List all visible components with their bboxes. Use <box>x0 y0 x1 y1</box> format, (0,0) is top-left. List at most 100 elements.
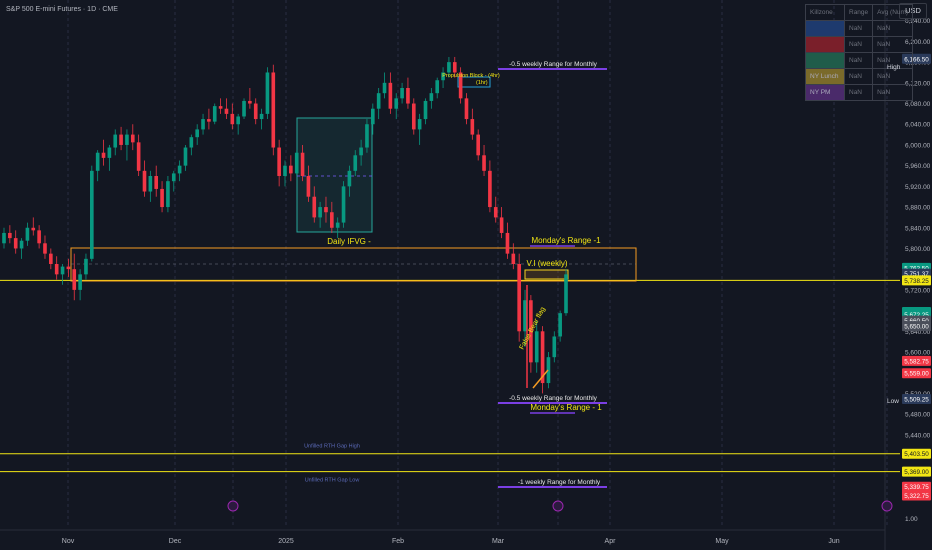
candle-body <box>493 207 498 218</box>
candle-body <box>54 264 59 275</box>
candle-body <box>470 119 475 135</box>
price-label-badge <box>902 355 931 366</box>
candle-body <box>505 232 510 254</box>
candle-body <box>207 119 211 122</box>
annotation-text: Propulsion Block - (4hr) <box>442 73 500 79</box>
price-label-badge <box>902 490 931 501</box>
candle-body <box>411 103 416 130</box>
candle-body <box>546 357 551 384</box>
candle-body <box>306 176 311 197</box>
y-tick-label: 6,120.00 <box>905 80 931 87</box>
candle-body <box>60 266 65 275</box>
candle-body <box>154 176 159 189</box>
x-tick-label: Mar <box>492 538 505 545</box>
avg-cell: NaN <box>872 84 914 101</box>
y-tick-label: 5,600.00 <box>905 350 931 357</box>
candle-body <box>540 331 545 384</box>
x-tick-label: Dec <box>169 538 182 545</box>
candle-body <box>529 300 533 363</box>
low-tag: Low <box>887 398 899 405</box>
candle-body <box>458 72 463 99</box>
price-label-text: 5,339.75 <box>904 484 929 491</box>
range-cell: NaN <box>843 84 874 101</box>
y-tick-label: 6,040.00 <box>905 122 931 129</box>
candle-body <box>441 72 445 81</box>
annotation-text: (1hr) <box>476 80 488 86</box>
x-tick-label: Apr <box>605 538 617 545</box>
candle-body <box>89 170 94 259</box>
killzone-name: NY Lunch <box>805 68 845 85</box>
y-tick-label: 5,800.00 <box>905 246 931 253</box>
price-label-text: 5,322.75 <box>904 493 929 500</box>
candle-body <box>242 100 246 117</box>
y-tick-label: 6,080.00 <box>905 101 931 108</box>
gap-high-label: Unfilled RTH Gap High <box>304 444 360 450</box>
event-icon <box>881 500 893 512</box>
price-label-badge <box>902 481 931 492</box>
price-label-text: 5,559.00 <box>904 371 929 378</box>
range-cell: NaN <box>843 52 874 69</box>
candle-body <box>406 88 410 104</box>
candle-body <box>248 100 252 104</box>
price-label-text: 5,738.25 <box>904 278 929 285</box>
candle-body <box>277 147 281 176</box>
candle-body <box>452 62 457 73</box>
killzone-table: Killzone Range Avg (Num) NaN NaN NaN NaN N… <box>805 4 914 101</box>
candle-body <box>523 300 527 332</box>
candle-body <box>66 266 71 270</box>
y-tick-label: 6,240.00 <box>905 18 931 25</box>
event-icon <box>227 500 239 512</box>
candle-body <box>101 152 106 158</box>
y-tick-label: 5,880.00 <box>905 205 931 212</box>
price-label-text: 5,509.25 <box>904 396 929 403</box>
candle-body <box>511 253 516 264</box>
y-tick-label: 5,920.00 <box>905 184 931 191</box>
candle-body <box>8 232 12 239</box>
candle-body <box>113 134 118 148</box>
candle-body <box>72 269 77 290</box>
table-header-cell: Killzone <box>805 4 845 21</box>
killzone-name: NY PM <box>805 84 845 101</box>
candle-body <box>289 165 293 174</box>
range-cell: NaN <box>843 68 874 85</box>
candle-body <box>330 212 334 228</box>
x-tick-label: Nov <box>62 538 75 545</box>
candle-body <box>283 165 287 176</box>
price-label-text: 5,403.50 <box>904 451 929 458</box>
candle-body <box>78 274 82 290</box>
candle-body <box>43 243 47 254</box>
candle-body <box>353 155 358 171</box>
propulsion-block-box <box>457 76 491 88</box>
candle-body <box>230 113 235 125</box>
candle-body <box>318 207 322 218</box>
candle-body <box>376 93 381 109</box>
annotation-text: V.I (weekly) <box>526 259 567 268</box>
annotation-text: -0.5 weekly Range for Monthly <box>509 61 598 68</box>
candle-body <box>171 173 176 182</box>
table-header-cell: Avg (Num) <box>872 4 914 21</box>
candle-body <box>130 134 135 143</box>
candle-body <box>271 72 276 148</box>
killzone-name <box>805 36 845 53</box>
price-label-text: 5,650.00 <box>904 324 929 331</box>
candle-body <box>359 147 363 156</box>
candle-body <box>13 238 18 249</box>
candle-body <box>183 147 188 166</box>
candle-body <box>148 176 153 192</box>
candle-body <box>166 181 170 208</box>
candle-body <box>558 313 562 337</box>
candle-body <box>294 152 299 174</box>
candle-body <box>125 134 129 145</box>
candle-body <box>476 134 481 156</box>
candle-body <box>417 119 422 130</box>
candle-body <box>464 98 469 120</box>
candle-body <box>37 230 41 244</box>
price-label-text: 5,582.75 <box>904 358 929 365</box>
price-label-badge <box>902 368 931 379</box>
candle-body <box>499 217 504 233</box>
price-label-text: 5,672.25 <box>904 312 929 319</box>
candle-body <box>95 152 100 171</box>
price-label-badge <box>902 466 931 477</box>
candle-body <box>423 100 428 120</box>
